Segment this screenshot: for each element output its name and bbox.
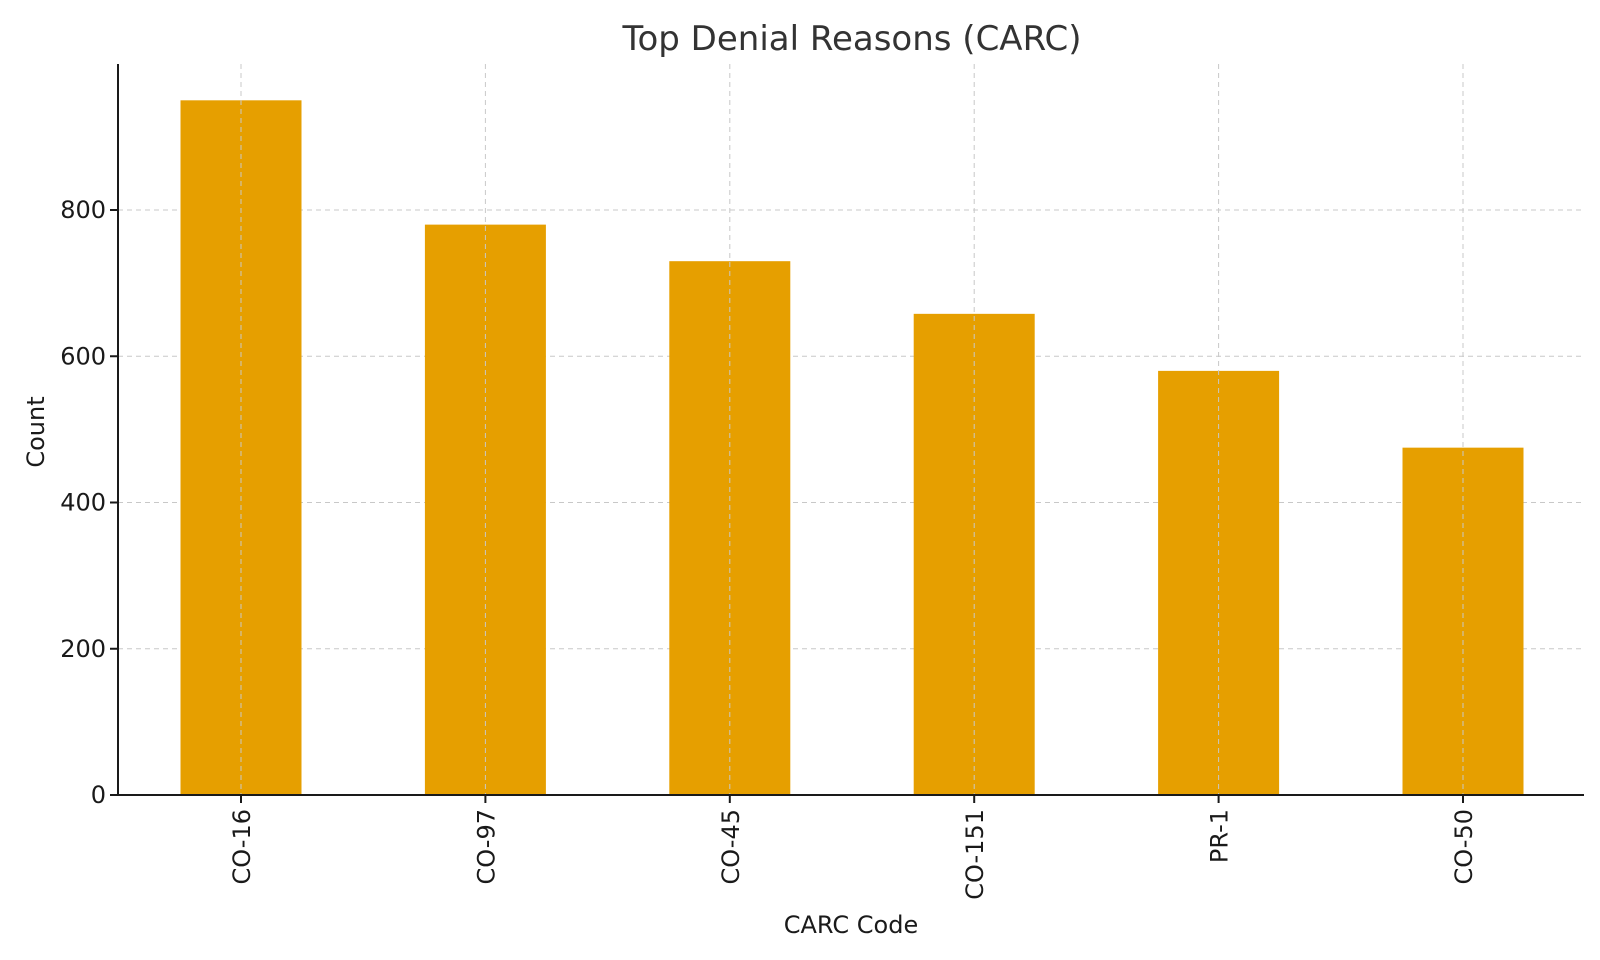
x-tick-label: CO-151 xyxy=(961,809,989,900)
grid xyxy=(118,209,1584,650)
x-tick-label: CO-45 xyxy=(717,809,745,885)
y-tick-label: 600 xyxy=(60,342,106,370)
x-axis-label: CARC Code xyxy=(784,911,918,939)
chart-title: Top Denial Reasons (CARC) xyxy=(622,19,1082,59)
x-tick-label: PR-1 xyxy=(1206,809,1234,863)
y-tick-label: 200 xyxy=(60,635,106,663)
y-axis-label: Count xyxy=(22,396,50,467)
x-tick-label: CO-97 xyxy=(472,809,500,885)
x-tick-label: CO-16 xyxy=(228,809,256,885)
y-axis-ticks: 0 200 400 600 800 xyxy=(60,196,118,809)
y-tick-label: 0 xyxy=(91,781,106,809)
bar-co-16 xyxy=(180,100,302,795)
x-axis-ticks: CO-16 CO-97 CO-45 CO-151 PR-1 CO-50 xyxy=(228,795,1478,900)
vertical-gridlines xyxy=(240,64,1464,795)
bars xyxy=(180,100,1524,795)
x-tick-label: CO-50 xyxy=(1450,809,1478,885)
y-tick-label: 800 xyxy=(60,196,106,224)
y-tick-label: 400 xyxy=(60,489,106,517)
